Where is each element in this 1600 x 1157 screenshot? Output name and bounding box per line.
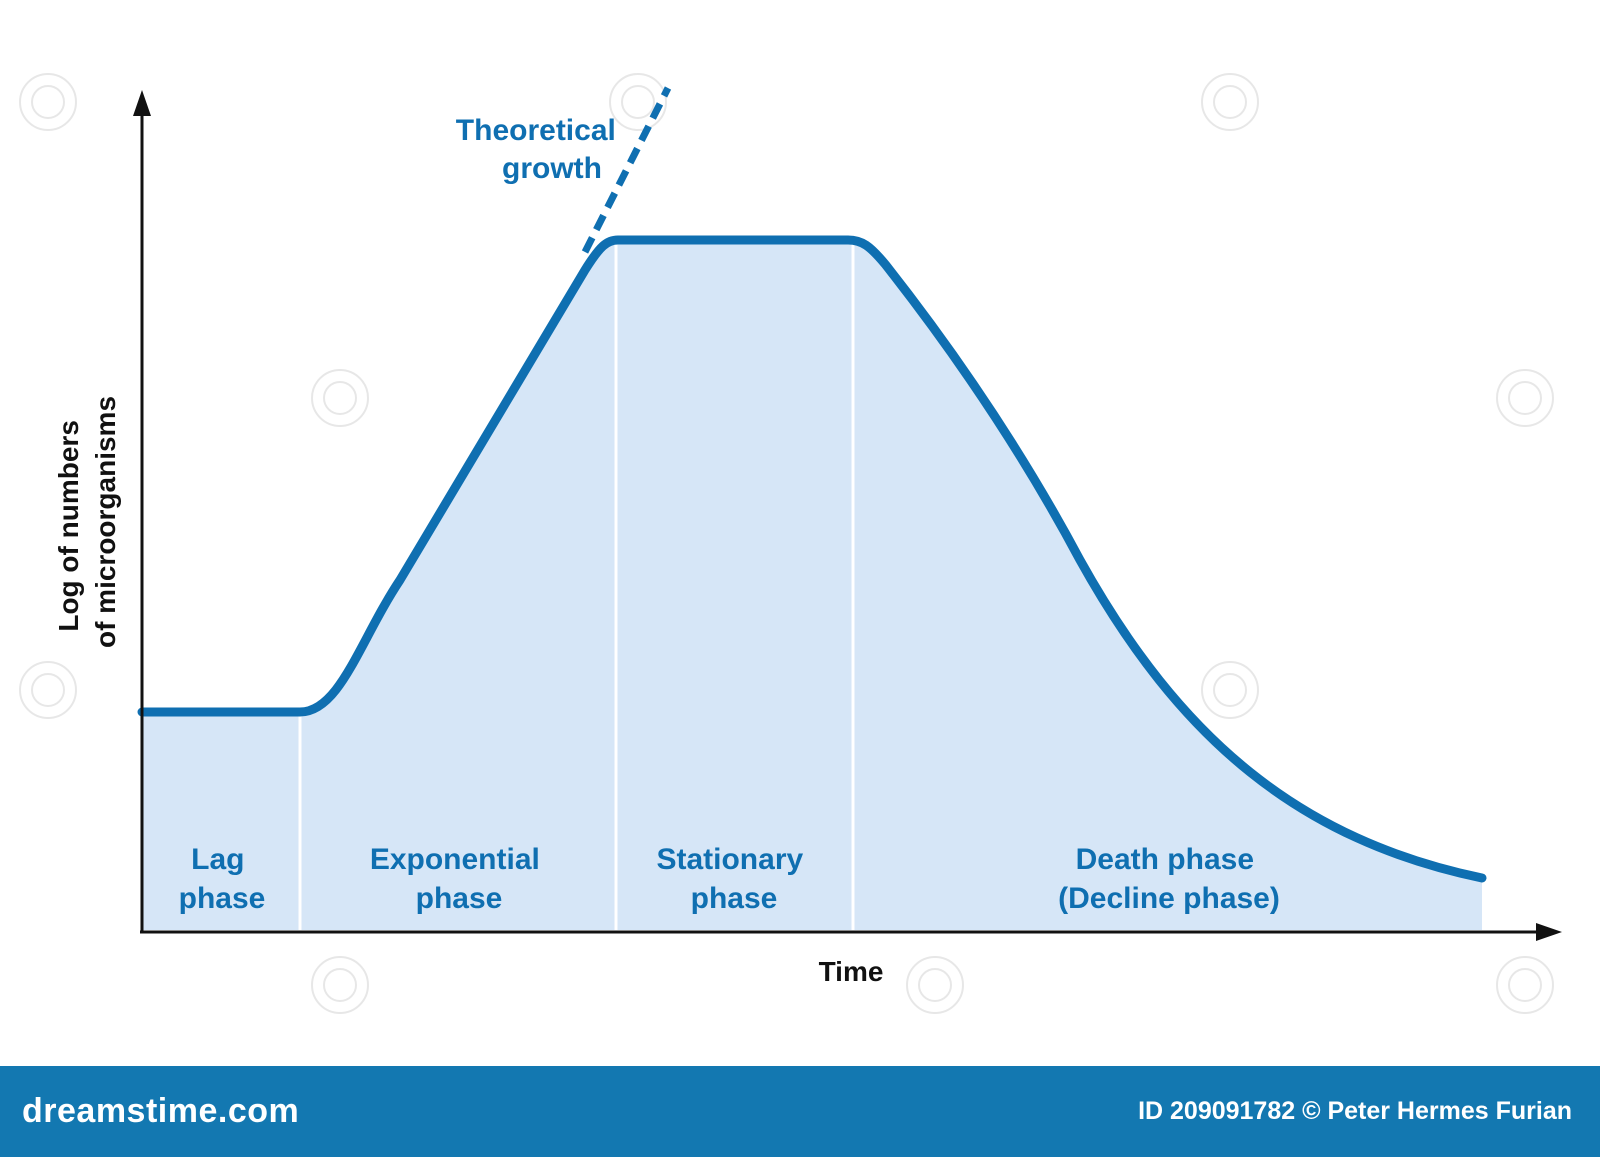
- phase-label-death-line2: (Decline phase): [1058, 882, 1280, 915]
- y-axis-label-line2: of microorganisms: [90, 396, 121, 648]
- phase-label-exponential-line1: Exponential: [370, 843, 540, 876]
- phase-label-lag-line2: phase: [179, 882, 266, 915]
- x-axis-arrow: [1536, 923, 1562, 941]
- x-axis-label: Time: [819, 956, 884, 987]
- phase-label-stationary: Stationary phase: [656, 843, 811, 915]
- y-axis-label-line1: Log of numbers: [53, 420, 84, 632]
- growth-area-fill: [142, 240, 1482, 930]
- y-axis-arrow: [133, 90, 151, 116]
- growth-curve: [137, 235, 1487, 883]
- growth-curve-diagram: Log of numbers of microorganisms Time Th…: [19, 73, 1562, 1014]
- phase-label-lag-line1: Lag: [191, 843, 244, 876]
- phase-label-stationary-line1: Stationary: [656, 843, 803, 876]
- phase-label-death-line1: Death phase: [1076, 843, 1254, 876]
- phase-label-exponential: Exponential phase: [370, 843, 548, 915]
- phase-label-stationary-line2: phase: [691, 882, 778, 915]
- footer-credit: ID 209091782 © Peter Hermes Furian: [1138, 1097, 1572, 1125]
- footer-bar: dreamstime.com ID 209091782 © Peter Herm…: [0, 1066, 1600, 1157]
- y-axis-label: Log of numbers of microorganisms: [53, 396, 121, 648]
- phase-dividers: [298, 242, 855, 930]
- phase-label-death: Death phase (Decline phase): [1058, 843, 1280, 915]
- footer-brand[interactable]: dreamstime.com: [22, 1092, 300, 1130]
- phase-label-exponential-line2: phase: [416, 882, 503, 915]
- theoretical-growth-line: [581, 86, 672, 254]
- annotation-line1: Theoretical: [456, 114, 616, 147]
- axes: [133, 90, 1562, 941]
- theoretical-growth-annotation: Theoretical growth: [456, 114, 624, 185]
- phase-label-lag: Lag phase: [179, 843, 266, 915]
- annotation-line2: growth: [502, 152, 602, 185]
